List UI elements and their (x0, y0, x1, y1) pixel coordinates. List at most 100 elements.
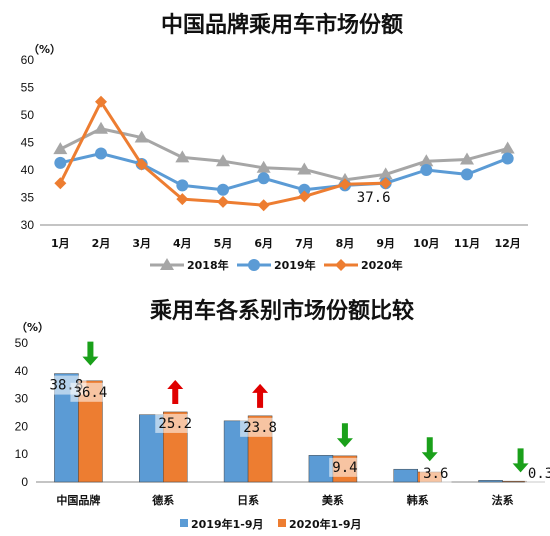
line-point-marker (54, 177, 67, 190)
line-point-marker (501, 152, 514, 165)
line-chart-unit-label: （%） (28, 43, 61, 56)
bar-x-tick-label: 法系 (492, 493, 514, 507)
trend-down-arrow-icon (421, 437, 438, 462)
bar-data-label-bg (420, 464, 452, 483)
line-x-tick-label: 8月 (336, 237, 355, 250)
bar-x-tick-label: 美系 (322, 493, 344, 507)
bar-x-tick-label: 中国品牌 (56, 493, 100, 507)
bar-data-label-bg (524, 464, 550, 483)
legend-label: 2020年 (361, 258, 403, 272)
bar-data-label-bg (155, 413, 196, 433)
bar-x-tick-label: 韩系 (407, 493, 429, 507)
bar-y-tick-label: 0 (21, 475, 28, 489)
line-series-2018年 (59, 127, 509, 182)
line-point-marker (135, 158, 148, 171)
line-point-marker (298, 183, 311, 196)
bar-chart-title: 乘用车各系别市场份额比较 (149, 298, 414, 324)
line-point-marker (216, 154, 230, 167)
line-point-marker (297, 162, 312, 175)
line-point-marker (175, 150, 190, 163)
bar-data-label: 36.4 (74, 385, 108, 401)
bar-data-label: 23.8 (243, 420, 277, 436)
bar-x-tick-label: 德系 (151, 493, 174, 507)
line-point-marker (95, 95, 107, 108)
legend-label: 2019年 (274, 258, 316, 272)
line-point-marker (54, 156, 67, 169)
legend-label: 2019年1-9月 (191, 517, 264, 531)
trend-up-arrow-icon (167, 379, 184, 404)
line-point-marker (95, 147, 107, 160)
line-y-tick-label: 35 (21, 191, 35, 205)
line-x-tick-label: 9月 (376, 237, 395, 250)
bar-y-tick-label: 40 (15, 364, 29, 378)
line-point-marker (94, 121, 108, 134)
bar-x-tick-label: 日系 (237, 493, 259, 507)
legend-label: 2018年 (187, 258, 229, 272)
bar-data-label-bg (329, 457, 361, 477)
bar-data-label: 3.6 (423, 466, 448, 482)
line-point-marker (500, 141, 515, 154)
bar-y-tick-label: 20 (15, 419, 29, 433)
line-y-tick-label: 50 (21, 108, 35, 122)
line-point-marker (339, 178, 351, 191)
bar-data-label-bg (70, 382, 111, 402)
line-y-tick-label: 40 (21, 163, 35, 177)
line-y-tick-label: 30 (21, 218, 35, 232)
line-x-tick-label: 1月 (51, 237, 70, 250)
trend-down-arrow-icon (82, 341, 99, 366)
line-series-2019年 (59, 152, 509, 192)
line-point-marker (461, 168, 473, 181)
line-point-marker (419, 154, 434, 167)
line-y-tick-label: 55 (21, 81, 35, 95)
line-x-tick-label: 3月 (132, 237, 151, 250)
legend-marker (335, 259, 347, 271)
line-point-marker (257, 199, 270, 212)
line-point-marker (256, 160, 271, 173)
bar-y-tick-label: 50 (15, 336, 29, 350)
line-point-marker (53, 142, 68, 155)
line-point-marker (176, 179, 189, 192)
line-x-tick-label: 7月 (295, 237, 314, 250)
bar-y-tick-label: 30 (15, 392, 29, 406)
line-point-marker (298, 190, 311, 203)
trend-up-arrow-icon (252, 383, 269, 408)
line-point-marker (379, 177, 392, 190)
line-point-marker (176, 193, 189, 206)
line-x-tick-label: 2月 (92, 237, 111, 250)
bar-data-label: 25.2 (158, 416, 192, 432)
line-point-marker (378, 167, 393, 180)
line-y-tick-label: 45 (21, 136, 35, 150)
bar-data-label-bg (240, 417, 281, 437)
bar-2019年1-9月 (308, 455, 334, 483)
legend-marker (160, 258, 174, 270)
line-x-tick-label: 5月 (214, 237, 233, 250)
bar-2020年1-9月 (502, 480, 527, 483)
line-point-marker (420, 164, 433, 176)
bar-y-tick-label: 10 (15, 447, 29, 461)
bar-data-label: 9.4 (332, 460, 357, 476)
line-point-marker (217, 183, 229, 196)
line-x-tick-label: 4月 (173, 237, 192, 250)
line-point-marker (134, 130, 149, 143)
line-x-tick-label: 11月 (454, 237, 480, 250)
trend-down-arrow-icon (512, 448, 529, 473)
line-chart-title: 中国品牌乘用车市场份额 (161, 12, 403, 38)
line-y-tick-label: 60 (21, 53, 35, 67)
line-x-tick-label: 6月 (254, 237, 273, 250)
legend-label: 2020年1-9月 (289, 517, 362, 531)
legend-marker (248, 259, 260, 271)
legend-color-swatch (278, 519, 286, 527)
line-point-marker (217, 195, 229, 208)
line-chart: 30 35 40 45 50 55 60 1月 2月 3月 4月 5月 6月 7月 8月 9月 10月 11月 12… (21, 53, 528, 272)
bar-data-label: 0.3 (528, 466, 550, 482)
bar-2019年1-9月 (393, 468, 418, 483)
legend-color-swatch (180, 519, 188, 527)
line-point-marker (460, 152, 474, 165)
line-point-marker (257, 172, 270, 185)
bar-2019年1-9月 (478, 480, 503, 483)
line-data-label: 37.6 (357, 190, 391, 206)
trend-down-arrow-icon (336, 423, 353, 448)
line-x-tick-label: 12月 (495, 237, 521, 250)
